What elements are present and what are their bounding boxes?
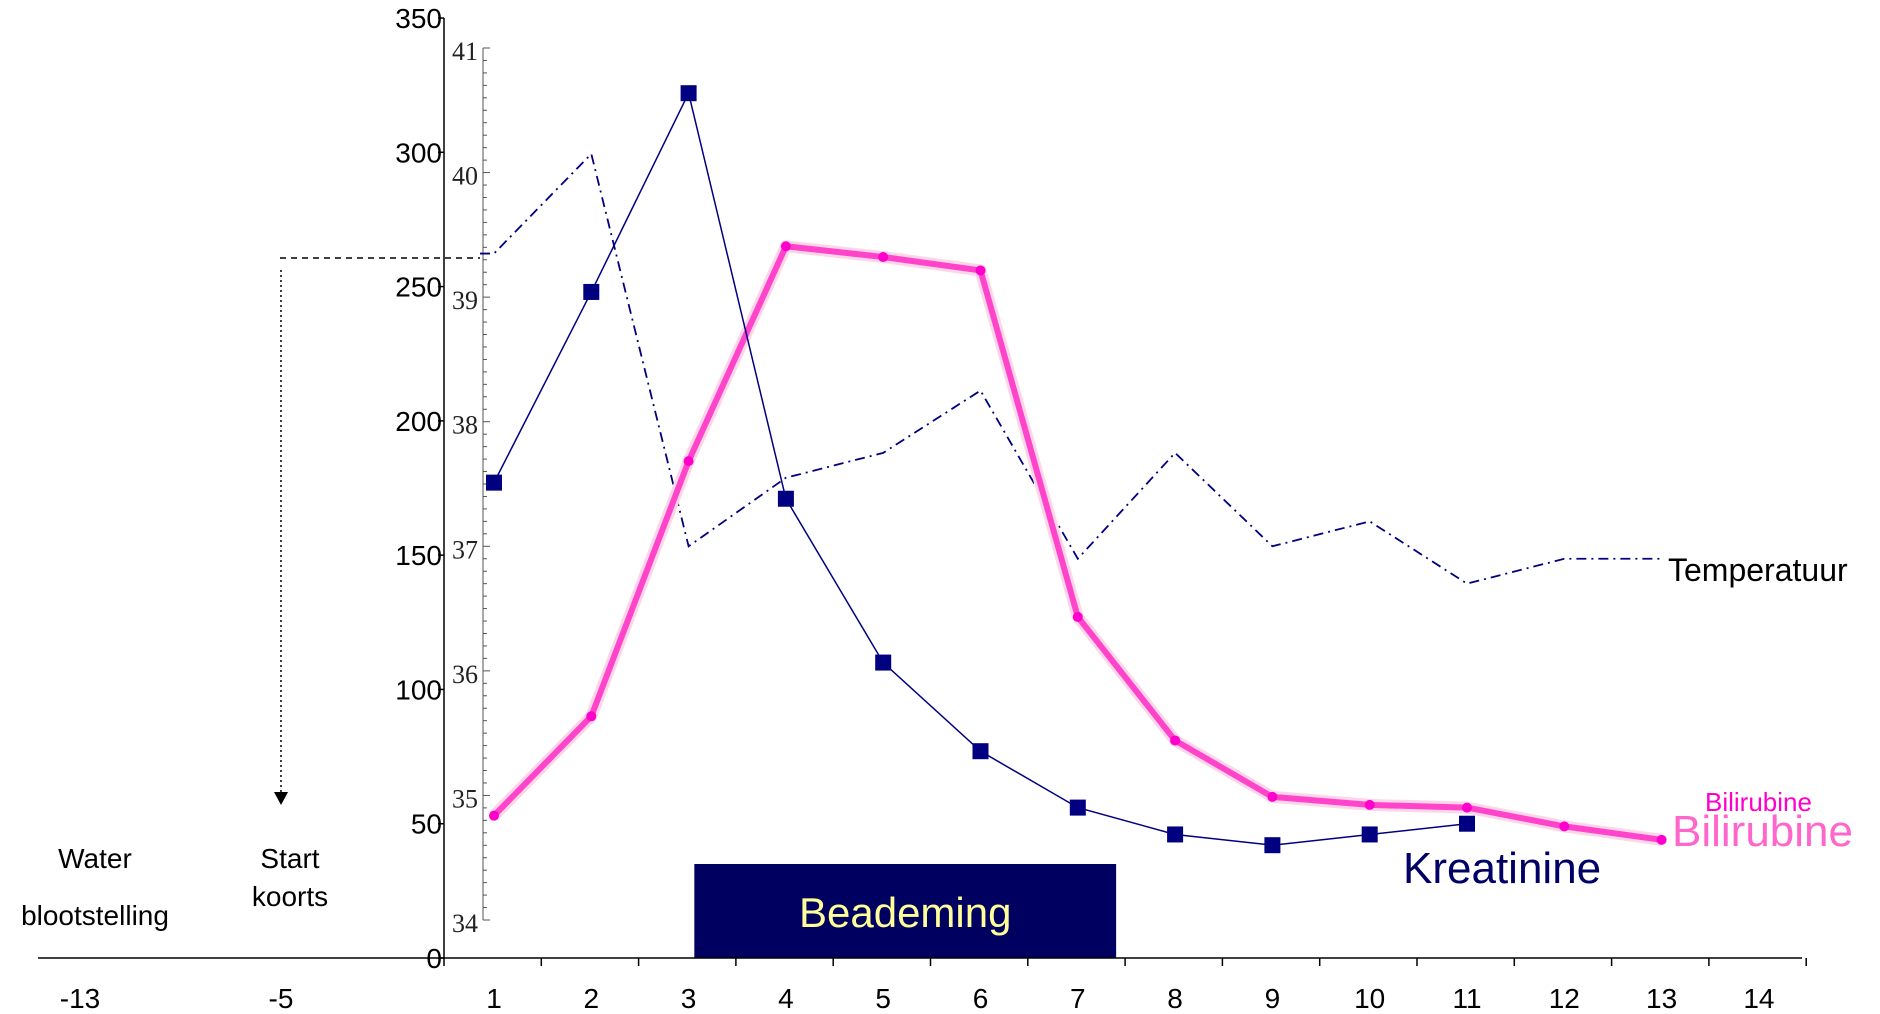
start-label-line2: koorts <box>252 881 328 912</box>
y-left-tick-label: 250 <box>395 272 442 303</box>
x-tick-label: 6 <box>973 983 989 1014</box>
bilirubine-point <box>489 810 499 821</box>
bilirubine-point <box>1559 821 1570 832</box>
y-right-tick-label: 35 <box>452 784 478 813</box>
bilirubine-point <box>1170 735 1181 746</box>
kreatinine-point <box>1167 826 1184 843</box>
bilirubine-point <box>586 711 597 722</box>
bilirubine-label: Bilirubine <box>1672 807 1853 856</box>
bilirubine-point <box>1267 791 1278 802</box>
kreatinine-line <box>493 90 1468 846</box>
arrow-head-icon <box>274 792 288 805</box>
x-tick-label: -13 <box>60 983 100 1014</box>
y-right-ticks: 34 35 36 37 38 39 40 41 <box>452 37 490 938</box>
x-tick-label: 8 <box>1167 983 1183 1014</box>
x-tick-label: 5 <box>875 983 891 1014</box>
temperatuur-line <box>480 152 1662 585</box>
y-left-tick-label: 100 <box>395 674 442 705</box>
x-tick-label: 11 <box>1452 983 1481 1014</box>
y-left-tick-label: 0 <box>426 943 442 974</box>
bilirubine-point <box>975 265 986 276</box>
kreatinine-label: Kreatinine <box>1403 844 1601 893</box>
kreatinine-point <box>1069 799 1086 816</box>
kreatinine-point <box>875 654 892 671</box>
kreatinine-point <box>486 474 502 491</box>
x-tick-label: -5 <box>269 983 294 1014</box>
y-right-tick-label: 40 <box>452 162 478 191</box>
kreatinine-point <box>1361 826 1378 843</box>
y-left-tick-label: 300 <box>395 137 442 168</box>
bilirubine-point <box>780 241 791 252</box>
kreatinine-point <box>680 85 697 102</box>
kreatinine-point <box>972 743 989 760</box>
y-left-tick-label: 50 <box>411 809 442 840</box>
x-tick-label: 2 <box>584 983 600 1014</box>
bilirubine-small-label: Bilirubine <box>1705 787 1812 817</box>
kreatinine-series <box>486 85 1475 854</box>
start-label-line1: Start <box>260 843 319 874</box>
kreatinine-point <box>1459 815 1475 832</box>
kreatinine-point <box>583 283 600 300</box>
temperatuur-label: Temperatuur <box>1668 552 1848 588</box>
bilirubine-series <box>489 240 1667 846</box>
y-right-tick-label: 38 <box>452 411 478 440</box>
x-tick-label: 3 <box>681 983 697 1014</box>
x-tick-label: 7 <box>1070 983 1086 1014</box>
x-tick-label: 9 <box>1265 983 1281 1014</box>
x-tick-labels: -13 -5 1 2 3 4 5 6 7 8 9 10 11 12 13 14 <box>60 983 1775 1014</box>
y-right-tick-label: 34 <box>452 909 478 938</box>
x-tick-label: 13 <box>1646 983 1677 1014</box>
water-label-line1: Water <box>58 843 132 874</box>
x-tick-label: 12 <box>1549 983 1580 1014</box>
y-right-tick-label: 39 <box>452 286 478 315</box>
kreatinine-point <box>777 490 794 507</box>
y-right-tick-label: 37 <box>452 535 478 564</box>
x-ticks <box>443 958 1807 966</box>
y-left-ticks: 0 50 100 150 200 250 300 350 <box>395 3 444 974</box>
temperatuur-series <box>480 152 1662 585</box>
x-tick-label: 1 <box>486 983 502 1014</box>
beademing-bar <box>694 864 1117 958</box>
y-right-tick-label: 41 <box>452 37 478 66</box>
bilirubine-line <box>491 243 1663 843</box>
x-tick-label: 14 <box>1743 983 1774 1014</box>
bilirubine-glow <box>489 240 1663 846</box>
bilirubine-point <box>683 456 694 467</box>
bilirubine-point <box>1072 611 1083 622</box>
bilirubine-point <box>1656 834 1667 845</box>
y-right-tick-label: 36 <box>452 660 478 689</box>
bilirubine-point <box>878 252 889 263</box>
bilirubine-point <box>1364 799 1375 810</box>
x-tick-label: 4 <box>778 983 794 1014</box>
y-left-tick-label: 350 <box>395 3 442 34</box>
kreatinine-point <box>1264 837 1281 854</box>
y-left-tick-label: 150 <box>395 540 442 571</box>
y-left-tick-label: 200 <box>395 406 442 437</box>
x-tick-label: 10 <box>1354 983 1385 1014</box>
water-label-line2: blootstelling <box>21 900 169 931</box>
bilirubine-point <box>1462 802 1472 813</box>
beademing-label: Beademing <box>799 889 1011 936</box>
